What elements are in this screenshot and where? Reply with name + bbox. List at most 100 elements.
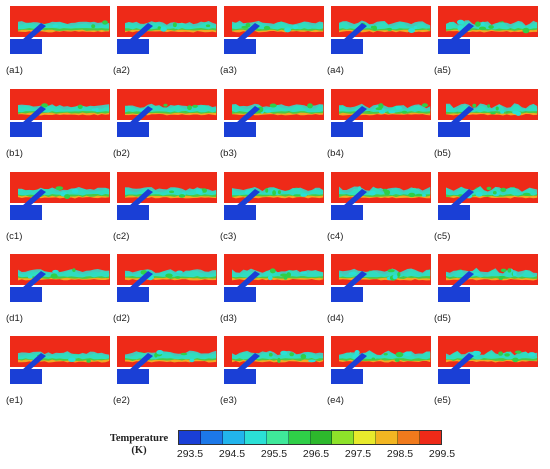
hot-fluid-region bbox=[438, 6, 538, 37]
panel-label: (b5) bbox=[434, 148, 451, 159]
colorbar-tick-label: 298.5 bbox=[386, 448, 414, 460]
temperature-contour-plot bbox=[224, 254, 324, 302]
hot-fluid-region bbox=[438, 336, 538, 367]
vortex-blob bbox=[180, 352, 188, 356]
vortex-blob bbox=[91, 24, 96, 29]
cold-plenum-block bbox=[224, 39, 256, 54]
vortex-blob bbox=[284, 27, 291, 33]
colorbar-tick-label: 294.5 bbox=[218, 448, 246, 460]
cold-jet-inlet bbox=[22, 23, 46, 40]
colorbar-swatch bbox=[288, 431, 311, 444]
cold-plenum-block bbox=[10, 39, 42, 54]
vortex-blob bbox=[55, 186, 64, 191]
vortex-blob bbox=[472, 272, 481, 276]
colorbar-swatch bbox=[420, 431, 442, 444]
vortex-blob bbox=[514, 350, 522, 354]
contour-panel bbox=[436, 87, 538, 138]
vortex-blob bbox=[387, 269, 395, 273]
vortex-blob bbox=[292, 24, 299, 30]
contour-panel bbox=[8, 170, 110, 221]
cold-plenum-block bbox=[10, 205, 42, 220]
vortex-blob bbox=[397, 272, 401, 277]
cold-plenum-block bbox=[331, 39, 363, 54]
contour-panel bbox=[115, 4, 217, 55]
temperature-contour-plot bbox=[438, 336, 538, 384]
cold-jet-inlet bbox=[129, 189, 153, 206]
cold-jet-inlet bbox=[450, 271, 474, 288]
cold-plenum-block bbox=[331, 205, 363, 220]
vortex-blob bbox=[272, 190, 276, 196]
colorbar-tick-label: 299.5 bbox=[428, 448, 456, 460]
cold-jet-inlet bbox=[236, 23, 260, 40]
vortex-blob bbox=[27, 275, 33, 279]
panel-label: (a1) bbox=[6, 65, 23, 76]
vortex-blob bbox=[160, 26, 167, 32]
cold-plenum-block bbox=[10, 122, 42, 137]
vortex-blob bbox=[102, 20, 108, 25]
panel-label: (a3) bbox=[220, 65, 237, 76]
panel-label: (b4) bbox=[327, 148, 344, 159]
cold-plenum-block bbox=[117, 39, 149, 54]
vortex-blob bbox=[522, 192, 531, 196]
vortex-blob bbox=[395, 351, 404, 358]
cold-plenum-block bbox=[438, 122, 470, 137]
vortex-blob bbox=[383, 353, 388, 356]
contour-panel bbox=[329, 87, 431, 138]
vortex-blob bbox=[72, 268, 76, 272]
panel-label: (e1) bbox=[6, 395, 23, 406]
vortex-blob bbox=[348, 271, 357, 275]
vortex-blob bbox=[498, 351, 503, 356]
temperature-contour-plot bbox=[117, 336, 217, 384]
contour-panel bbox=[115, 252, 217, 303]
cold-plenum-block bbox=[224, 369, 256, 384]
hot-fluid-region bbox=[331, 336, 431, 367]
vortex-blob bbox=[68, 357, 76, 362]
panel-label: (c2) bbox=[113, 231, 130, 242]
contour-panel bbox=[8, 4, 110, 55]
cold-jet-inlet bbox=[343, 189, 367, 206]
panel-label: (a2) bbox=[113, 65, 130, 76]
temperature-contour-plot bbox=[331, 6, 431, 54]
vortex-blob bbox=[263, 25, 271, 30]
temperature-contour-plot bbox=[438, 172, 538, 220]
panel-label: (c1) bbox=[6, 231, 23, 242]
vortex-blob bbox=[498, 275, 506, 279]
vortex-blob bbox=[481, 21, 485, 27]
vortex-blob bbox=[472, 103, 477, 108]
vortex-blob bbox=[408, 192, 416, 198]
vortex-blob bbox=[172, 22, 177, 28]
vortex-blob bbox=[382, 188, 388, 192]
colorbar-swatch bbox=[200, 431, 223, 444]
colorbar-swatch bbox=[244, 431, 267, 444]
contour-panel bbox=[436, 170, 538, 221]
cold-plenum-block bbox=[10, 369, 42, 384]
vortex-blob bbox=[269, 103, 277, 108]
cold-jet-inlet bbox=[22, 353, 46, 370]
panel-label: (d1) bbox=[6, 313, 23, 324]
temperature-contour-plot bbox=[10, 336, 110, 384]
vortex-blob bbox=[267, 275, 273, 281]
vortex-blob bbox=[378, 103, 384, 109]
hot-fluid-region bbox=[117, 336, 217, 367]
temperature-contour-plot bbox=[331, 254, 431, 302]
vortex-blob bbox=[507, 268, 512, 273]
vortex-blob bbox=[504, 353, 510, 357]
contour-panel bbox=[329, 334, 431, 385]
colorbar-swatch bbox=[222, 431, 245, 444]
vortex-blob bbox=[283, 275, 288, 280]
cold-jet-inlet bbox=[450, 23, 474, 40]
cold-jet-inlet bbox=[343, 271, 367, 288]
contour-panel bbox=[115, 170, 217, 221]
vortex-blob bbox=[265, 188, 269, 193]
vortex-blob bbox=[475, 191, 483, 197]
panel-label: (d3) bbox=[220, 313, 237, 324]
vortex-blob bbox=[500, 187, 507, 192]
vortex-blob bbox=[368, 190, 376, 196]
vortex-blob bbox=[241, 25, 249, 29]
vortex-blob bbox=[413, 25, 418, 30]
cold-jet-inlet bbox=[236, 189, 260, 206]
panel-label: (d5) bbox=[434, 313, 451, 324]
vortex-blob bbox=[52, 24, 59, 28]
panel-label: (e4) bbox=[327, 395, 344, 406]
vortex-blob bbox=[401, 110, 408, 114]
